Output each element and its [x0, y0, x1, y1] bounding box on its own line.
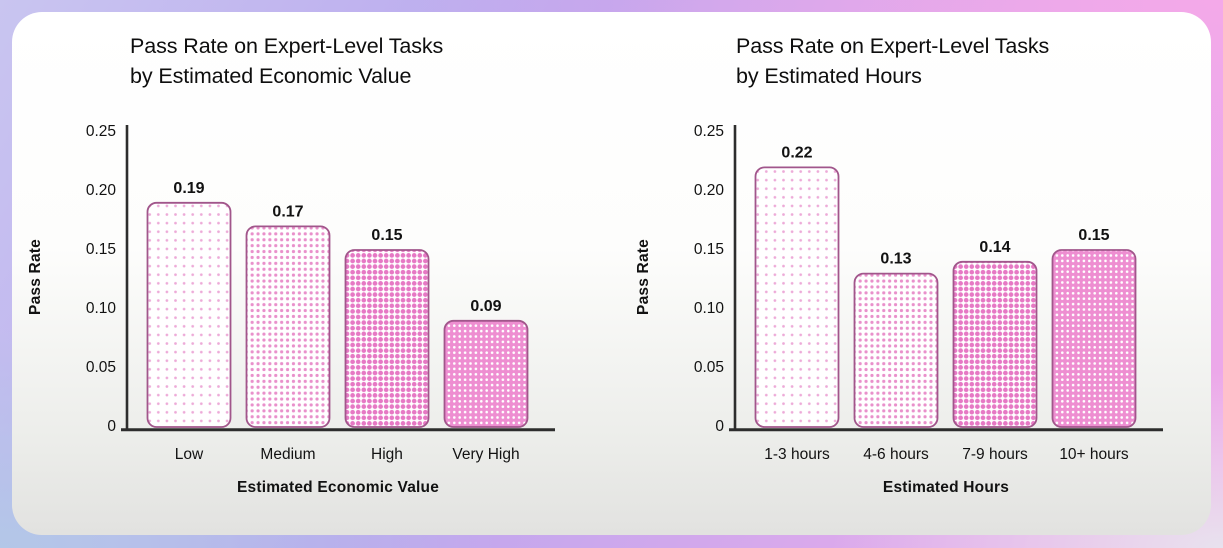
- bar-medium: [245, 225, 331, 428]
- chart-title-hours: Pass Rate on Expert-Level Tasks by Estim…: [736, 31, 1049, 91]
- chart-title-line-2: by Estimated Hours: [736, 64, 922, 88]
- x-axis-title: Estimated Economic Value: [237, 479, 439, 496]
- y-tick-label: 0.05: [694, 359, 724, 376]
- bar-10-hours: [1051, 249, 1137, 428]
- bar-value-label: 0.15: [1078, 227, 1109, 244]
- bar-high: [344, 249, 430, 428]
- bar-very-high: [443, 319, 529, 428]
- bar-value-label: 0.17: [272, 203, 303, 220]
- y-tick-label: 0.15: [694, 241, 724, 258]
- chart-title-line-2: by Estimated Economic Value: [130, 64, 412, 88]
- x-category-label: Very High: [452, 446, 519, 463]
- bar-7-9-hours: [952, 260, 1038, 428]
- bar-low: [146, 201, 232, 428]
- x-category-label: 7-9 hours: [962, 446, 1028, 463]
- y-axis-title: Pass Rate: [27, 239, 44, 315]
- y-tick-label: 0: [107, 418, 116, 435]
- x-category-label: Medium: [260, 446, 315, 463]
- x-category-label: Low: [175, 446, 204, 463]
- hours-bar-chart: 0 0.05 0.10 0.15 0.20 0.25 0.22 1-3 hours 0.13 4-…: [635, 123, 1163, 496]
- chart-card: Pass Rate on Expert-Level Tasks by Estim…: [12, 12, 1211, 535]
- chart-title-economic-value: Pass Rate on Expert-Level Tasks by Estim…: [130, 31, 443, 91]
- y-tick-label: 0.25: [86, 123, 116, 140]
- y-tick-label: 0.05: [86, 359, 116, 376]
- bar-value-label: 0.19: [173, 180, 204, 197]
- x-category-label: High: [371, 446, 403, 463]
- economic-value-bar-chart: 0 0.05 0.10 0.15 0.20 0.25 0.19 Low 0.17 Medium 0.…: [27, 123, 555, 496]
- y-tick-label: 0.10: [694, 300, 725, 317]
- bar-value-label: 0.13: [880, 251, 911, 268]
- x-category-label: 4-6 hours: [863, 446, 929, 463]
- bar-value-label: 0.14: [979, 239, 1010, 256]
- chart-title-line-1: Pass Rate on Expert-Level Tasks: [130, 34, 444, 58]
- chart-title-line-1: Pass Rate on Expert-Level Tasks: [736, 34, 1050, 58]
- y-tick-label: 0.25: [694, 123, 724, 140]
- y-tick-label: 0: [715, 418, 724, 435]
- bar-value-label: 0.22: [781, 144, 812, 161]
- y-tick-label: 0.20: [86, 182, 117, 199]
- bar-value-label: 0.15: [371, 227, 402, 244]
- y-tick-label: 0.20: [694, 182, 725, 199]
- x-category-label: 10+ hours: [1059, 446, 1129, 463]
- bar-value-label: 0.09: [470, 298, 501, 315]
- y-tick-label: 0.10: [86, 300, 117, 317]
- y-axis-title: Pass Rate: [635, 239, 652, 315]
- x-category-label: 1-3 hours: [764, 446, 830, 463]
- y-tick-label: 0.15: [86, 241, 116, 258]
- x-axis-title: Estimated Hours: [883, 479, 1009, 496]
- bar-4-6-hours: [853, 272, 939, 428]
- bar-1-3-hours: [754, 166, 840, 428]
